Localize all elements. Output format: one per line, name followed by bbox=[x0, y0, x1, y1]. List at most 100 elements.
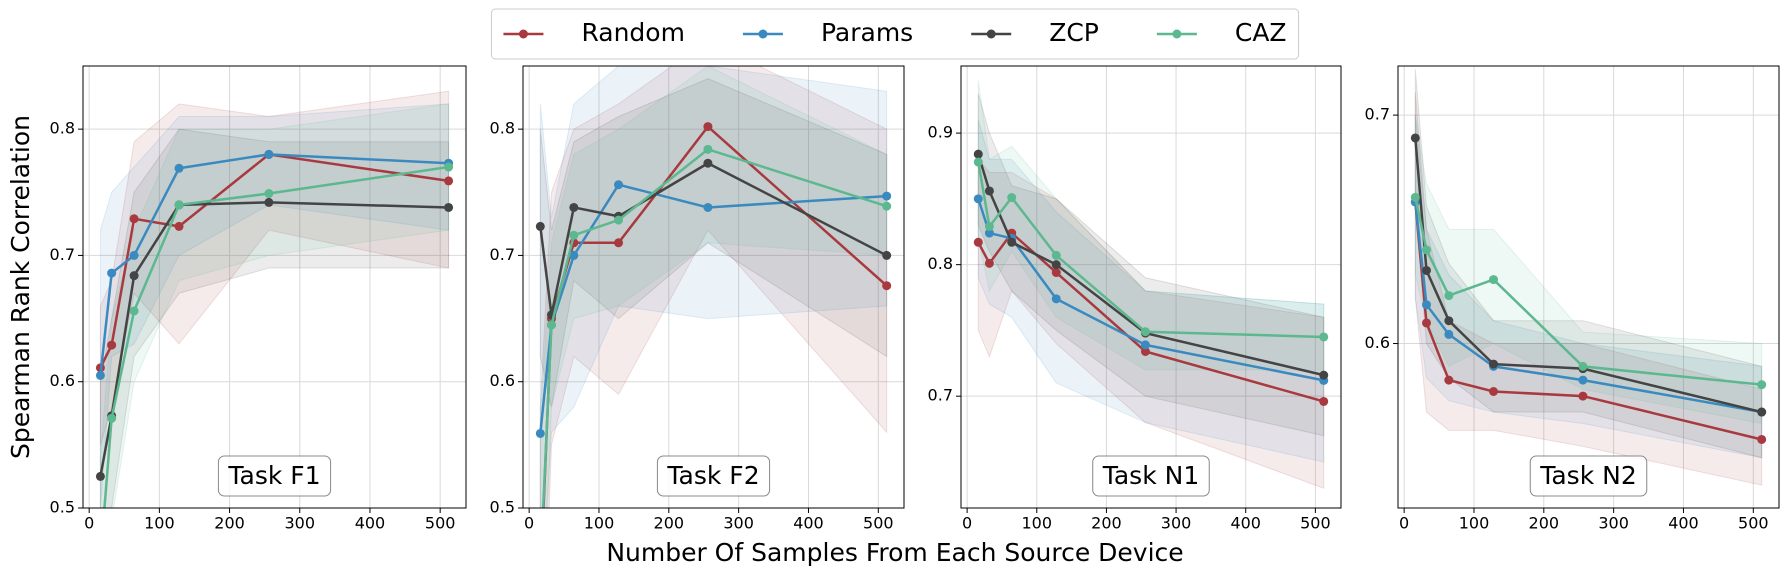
y-tick-label: 0.8 bbox=[50, 119, 75, 138]
point bbox=[1578, 361, 1588, 371]
y-axis-label: Spearman Rank Correlation bbox=[6, 115, 35, 459]
y-tick-label: 0.9 bbox=[928, 123, 953, 142]
point bbox=[703, 144, 713, 154]
point bbox=[569, 230, 579, 240]
point bbox=[535, 428, 545, 438]
error-band bbox=[1414, 115, 1763, 459]
axes-frame bbox=[1397, 65, 1780, 509]
x-tick-label: 100 bbox=[1459, 514, 1490, 533]
x-axis-label: Number Of Samples From Each Source Devic… bbox=[606, 538, 1183, 567]
point bbox=[614, 180, 624, 190]
point bbox=[1578, 375, 1588, 385]
plot-area bbox=[95, 90, 454, 508]
point bbox=[1140, 327, 1150, 337]
annotation-box bbox=[1529, 455, 1648, 497]
annotation: Task F1 bbox=[227, 461, 320, 490]
point bbox=[1007, 237, 1017, 247]
axes-frame bbox=[960, 65, 1342, 509]
x-tick-label: 300 bbox=[284, 514, 315, 533]
point bbox=[129, 214, 139, 224]
point bbox=[1319, 332, 1329, 342]
axes-frame bbox=[82, 65, 467, 509]
x-tick-label: 200 bbox=[654, 514, 685, 533]
line bbox=[1414, 197, 1762, 386]
point bbox=[129, 271, 139, 281]
legend-label: Random bbox=[581, 18, 685, 47]
annotation: Task N2 bbox=[1539, 461, 1637, 490]
point bbox=[1421, 318, 1431, 328]
legend-label: CAZ bbox=[1235, 18, 1287, 47]
point bbox=[95, 370, 105, 380]
x-tick-label: 400 bbox=[793, 514, 824, 533]
y-tick-label: 0.8 bbox=[928, 254, 953, 273]
line bbox=[539, 161, 888, 316]
x-tick-label: 300 bbox=[1161, 514, 1192, 533]
y-tick-label: 0.6 bbox=[1365, 333, 1390, 352]
x-tick-label: 100 bbox=[584, 514, 615, 533]
x-tick-label: 0 bbox=[962, 514, 972, 533]
y-tick-label: 0.7 bbox=[1365, 105, 1390, 124]
error-band bbox=[539, 78, 888, 408]
point bbox=[174, 163, 184, 173]
point bbox=[264, 189, 274, 199]
point bbox=[444, 162, 454, 172]
point bbox=[703, 158, 713, 168]
x-tick-label: 400 bbox=[1668, 514, 1699, 533]
x-tick-label: 200 bbox=[214, 514, 245, 533]
error-band bbox=[1414, 69, 1763, 459]
legend-marker bbox=[758, 29, 768, 39]
y-tick-label: 0.7 bbox=[490, 245, 515, 264]
point bbox=[174, 221, 184, 231]
point bbox=[1444, 316, 1454, 326]
annotation-box bbox=[217, 455, 332, 497]
annotation-box bbox=[656, 455, 771, 497]
point bbox=[1051, 260, 1061, 270]
point bbox=[1489, 359, 1499, 369]
y-tick-label: 0.7 bbox=[50, 245, 75, 264]
x-tick-label: 400 bbox=[355, 514, 386, 533]
x-tick-label: 100 bbox=[1022, 514, 1053, 533]
point bbox=[984, 186, 994, 196]
point bbox=[882, 250, 892, 260]
x-tick-label: 500 bbox=[425, 514, 456, 533]
point bbox=[129, 250, 139, 260]
point bbox=[973, 149, 983, 159]
point bbox=[1757, 380, 1767, 390]
point bbox=[1140, 340, 1150, 350]
point bbox=[536, 567, 545, 576]
point bbox=[107, 413, 117, 423]
y-tick-label: 0.5 bbox=[50, 498, 75, 517]
line bbox=[541, 147, 888, 508]
legend-label: ZCP bbox=[1049, 18, 1099, 47]
axes-frame bbox=[522, 65, 905, 509]
point bbox=[882, 201, 892, 211]
error-band bbox=[977, 93, 1325, 437]
point bbox=[882, 281, 892, 291]
x-tick-label: 400 bbox=[1230, 514, 1261, 533]
line bbox=[99, 201, 449, 477]
point bbox=[535, 221, 545, 231]
point bbox=[1319, 370, 1329, 380]
plot-area bbox=[1410, 69, 1767, 486]
point bbox=[984, 228, 994, 238]
point bbox=[569, 250, 579, 260]
point bbox=[444, 202, 454, 212]
x-tick-label: 200 bbox=[1091, 514, 1122, 533]
point bbox=[546, 320, 556, 330]
x-tick-label: 500 bbox=[1300, 514, 1331, 533]
error-band bbox=[99, 128, 450, 508]
point bbox=[444, 176, 454, 186]
line bbox=[1414, 201, 1762, 414]
y-tick-label: 0.6 bbox=[490, 371, 515, 390]
plot-area bbox=[973, 80, 1329, 489]
error-band bbox=[539, 66, 888, 508]
point bbox=[174, 200, 184, 210]
point bbox=[95, 471, 105, 481]
point bbox=[984, 258, 994, 268]
line bbox=[103, 165, 449, 508]
x-tick-label: 500 bbox=[1738, 514, 1769, 533]
point bbox=[703, 202, 713, 212]
point bbox=[973, 237, 983, 247]
line bbox=[99, 153, 449, 376]
